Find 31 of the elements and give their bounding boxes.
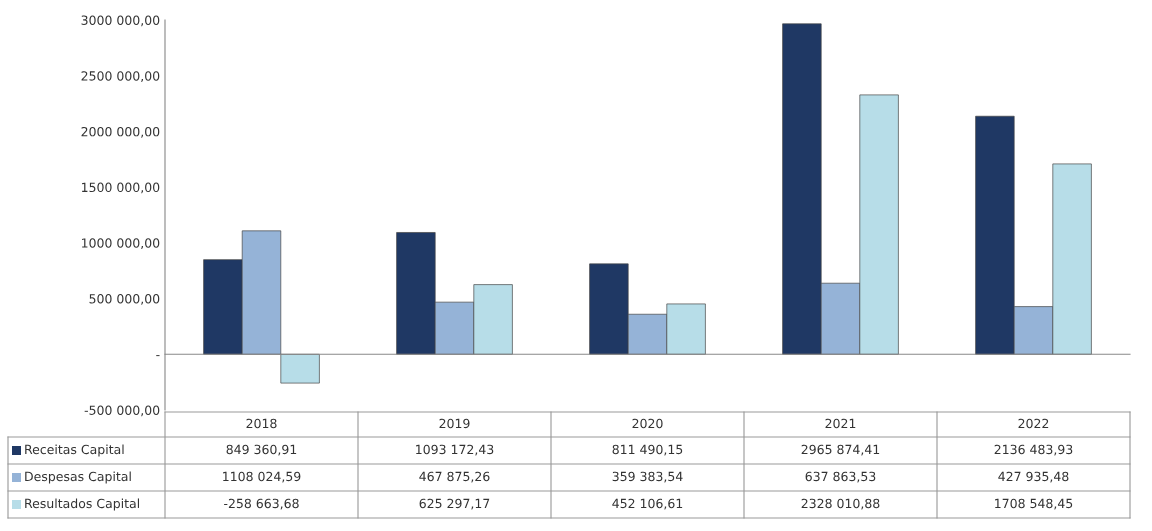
data-label: 811 490,15 bbox=[612, 444, 683, 456]
y-tick-label: 2500 000,00 bbox=[81, 71, 160, 82]
y-tick-label: 1000 000,00 bbox=[81, 238, 160, 250]
legend-label: Despesas Capital bbox=[25, 471, 131, 484]
data-label: 359 383,54 bbox=[612, 471, 683, 483]
data-label: 452 106,61 bbox=[612, 498, 683, 510]
data-label: 637 863,53 bbox=[805, 471, 876, 483]
y-tick-label: 3000 000,00 bbox=[81, 15, 160, 27]
data-label: 427 935,48 bbox=[998, 471, 1069, 483]
data-label: 1108 024,59 bbox=[223, 471, 301, 483]
y-tick-label: - bbox=[156, 355, 160, 357]
y-tick-label: 2000 000,00 bbox=[81, 126, 160, 138]
x-tick-label: 2021 bbox=[825, 418, 856, 429]
data-label: 1093 172,43 bbox=[416, 444, 494, 456]
data-label: 625 297,17 bbox=[419, 498, 490, 510]
legend-label: Resultados Capital bbox=[25, 498, 140, 511]
data-label: 2328 010,88 bbox=[801, 498, 880, 510]
y-tick-label: 1500 000,00 bbox=[81, 182, 160, 194]
x-tick-label: 2019 bbox=[439, 418, 470, 429]
y-tick-label: 500 000,00 bbox=[89, 294, 160, 305]
x-tick-label: 2018 bbox=[246, 418, 277, 429]
x-tick-label: 2022 bbox=[1018, 418, 1049, 429]
data-label: 849 360,91 bbox=[226, 444, 297, 456]
legend-label: Receitas Capital bbox=[25, 444, 124, 457]
y-tick-label: -500 000,00 bbox=[84, 405, 160, 417]
data-label: 467 875,26 bbox=[419, 471, 490, 483]
data-label: 2965 874,41 bbox=[801, 444, 880, 456]
data-label: -258 663,68 bbox=[224, 498, 299, 510]
x-tick-label: 2020 bbox=[632, 418, 663, 429]
data-label: 1708 548,45 bbox=[995, 498, 1073, 510]
data-label: 2136 483,93 bbox=[994, 444, 1073, 456]
